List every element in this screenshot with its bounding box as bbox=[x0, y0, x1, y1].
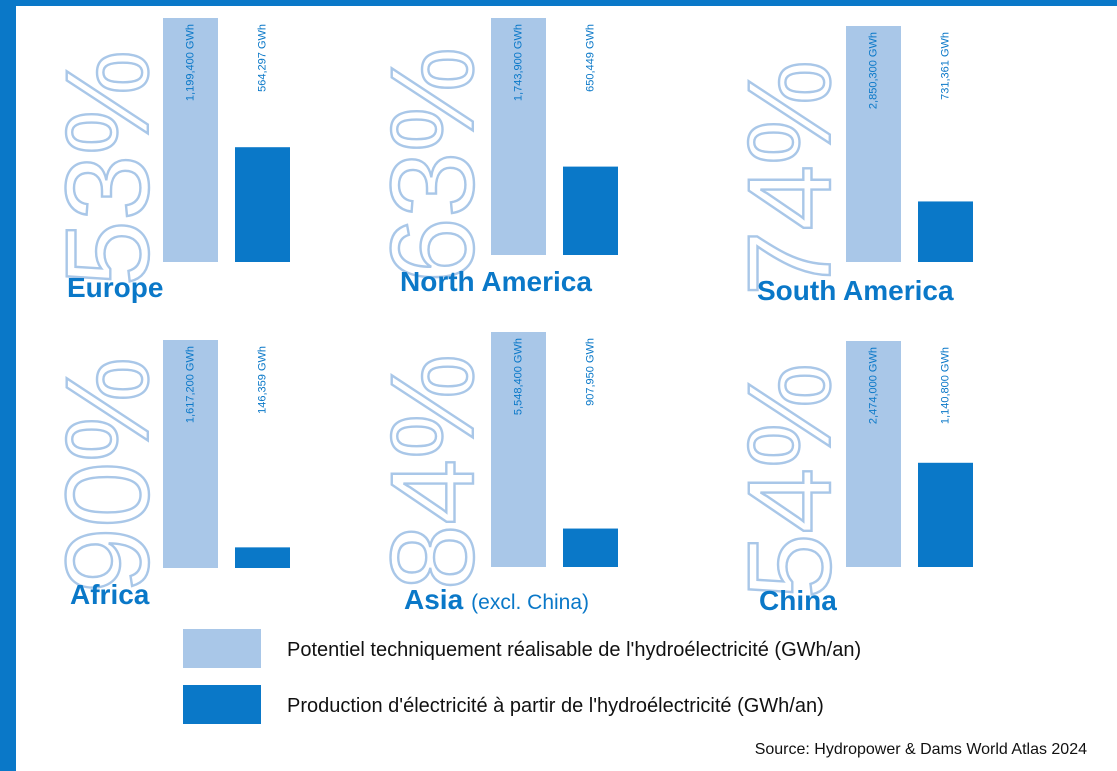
value-label-production-south-america: 731,361 GWh bbox=[940, 32, 952, 100]
bar-production-europe bbox=[235, 147, 290, 262]
bar-production-africa bbox=[235, 547, 290, 568]
bar-production-asia bbox=[563, 528, 618, 567]
bar-production-south-america bbox=[918, 201, 973, 262]
bar-potential-south-america bbox=[846, 26, 901, 262]
percent-africa: 90% bbox=[42, 357, 174, 593]
bar-potential-europe bbox=[163, 18, 218, 262]
percent-china: 54% bbox=[724, 363, 856, 599]
value-label-potential-south-america: 2,850,300 GWh bbox=[868, 32, 880, 109]
value-label-potential-north-america: 1,743,900 GWh bbox=[513, 24, 525, 101]
legend-swatch-potential bbox=[183, 629, 261, 668]
frame-top-border bbox=[0, 0, 1117, 6]
value-label-production-north-america: 650,449 GWh bbox=[585, 24, 597, 92]
legend-swatch-production bbox=[183, 685, 261, 724]
region-label-europe: Europe bbox=[67, 272, 163, 303]
region-label-china: China bbox=[759, 585, 837, 616]
value-label-production-europe: 564,297 GWh bbox=[257, 24, 269, 92]
percent-north-america: 63% bbox=[367, 47, 499, 283]
value-label-potential-asia: 5,548,400 GWh bbox=[513, 338, 525, 415]
legend-label-production: Production d'électricité à partir de l'h… bbox=[287, 695, 824, 717]
region-label-north-america: North America bbox=[400, 266, 592, 297]
value-label-production-china: 1,140,800 GWh bbox=[940, 347, 952, 424]
bar-potential-north-america bbox=[491, 18, 546, 255]
percent-asia: 84% bbox=[367, 354, 499, 590]
value-label-potential-china: 2,474,000 GWh bbox=[868, 347, 880, 424]
bar-production-north-america bbox=[563, 166, 618, 255]
legend-label-potential: Potentiel techniquement réalisable de l'… bbox=[287, 639, 862, 661]
value-label-potential-africa: 1,617,200 GWh bbox=[185, 346, 197, 423]
frame-left-border bbox=[0, 0, 16, 771]
region-label-africa: Africa bbox=[70, 579, 150, 610]
bar-potential-asia bbox=[491, 332, 546, 567]
source-note: Source: Hydropower & Dams World Atlas 20… bbox=[754, 741, 1087, 758]
percent-south-america: 74% bbox=[724, 60, 856, 296]
value-label-potential-europe: 1,199,400 GWh bbox=[185, 24, 197, 101]
region-suffix-asia: (excl. China) bbox=[471, 591, 589, 614]
bar-production-china bbox=[918, 462, 973, 567]
value-label-production-asia: 907,950 GWh bbox=[585, 338, 597, 406]
percent-europe: 53% bbox=[42, 50, 174, 286]
region-label-south-america: South America bbox=[757, 275, 954, 306]
bar-potential-china bbox=[846, 341, 901, 567]
bar-potential-africa bbox=[163, 340, 218, 568]
value-label-production-africa: 146,359 GWh bbox=[257, 346, 269, 414]
